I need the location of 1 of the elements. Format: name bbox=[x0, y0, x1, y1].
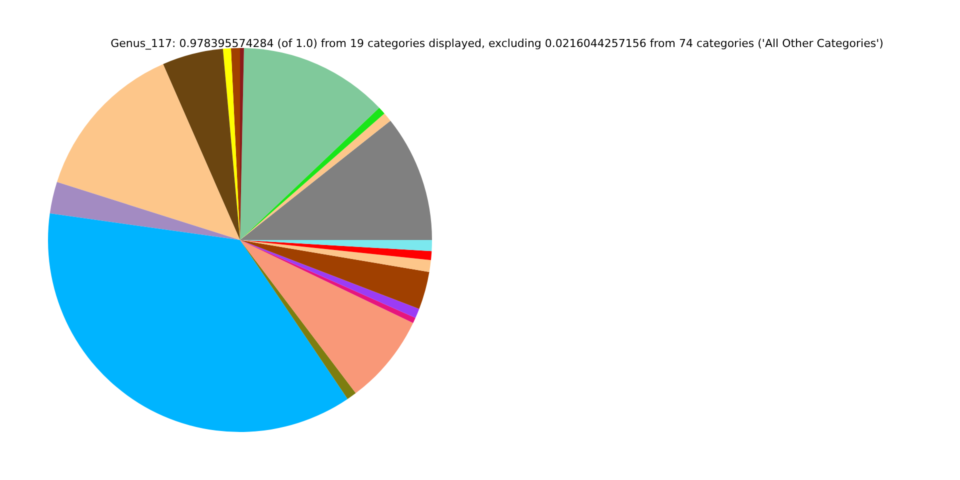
text: Genus_117: 0.978395574284 (of 1.0) from 19 categories displayed, excluding 0.0216044257156 from 74 categories ('All Other Categories') bbox=[110, 37, 884, 50]
